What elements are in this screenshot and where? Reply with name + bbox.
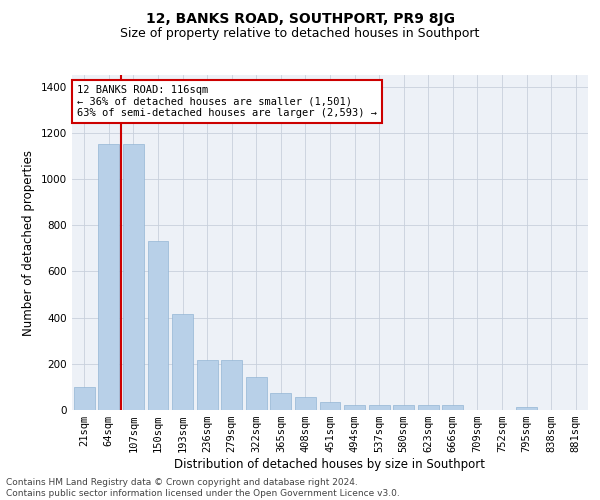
Bar: [442, 406, 463, 410]
Bar: [344, 406, 365, 410]
Bar: [271, 392, 292, 410]
Bar: [98, 144, 119, 410]
Bar: [172, 314, 193, 410]
Bar: [295, 398, 316, 410]
Y-axis label: Number of detached properties: Number of detached properties: [22, 150, 35, 336]
Bar: [148, 242, 169, 410]
X-axis label: Distribution of detached houses by size in Southport: Distribution of detached houses by size …: [175, 458, 485, 471]
Text: 12 BANKS ROAD: 116sqm
← 36% of detached houses are smaller (1,501)
63% of semi-d: 12 BANKS ROAD: 116sqm ← 36% of detached …: [77, 85, 377, 118]
Bar: [221, 360, 242, 410]
Bar: [123, 144, 144, 410]
Bar: [197, 360, 218, 410]
Text: 12, BANKS ROAD, SOUTHPORT, PR9 8JG: 12, BANKS ROAD, SOUTHPORT, PR9 8JG: [146, 12, 455, 26]
Text: Size of property relative to detached houses in Southport: Size of property relative to detached ho…: [121, 28, 479, 40]
Bar: [418, 406, 439, 410]
Bar: [516, 406, 537, 410]
Bar: [320, 402, 340, 410]
Bar: [393, 406, 414, 410]
Text: Contains HM Land Registry data © Crown copyright and database right 2024.
Contai: Contains HM Land Registry data © Crown c…: [6, 478, 400, 498]
Bar: [368, 406, 389, 410]
Bar: [74, 387, 95, 410]
Bar: [246, 376, 267, 410]
